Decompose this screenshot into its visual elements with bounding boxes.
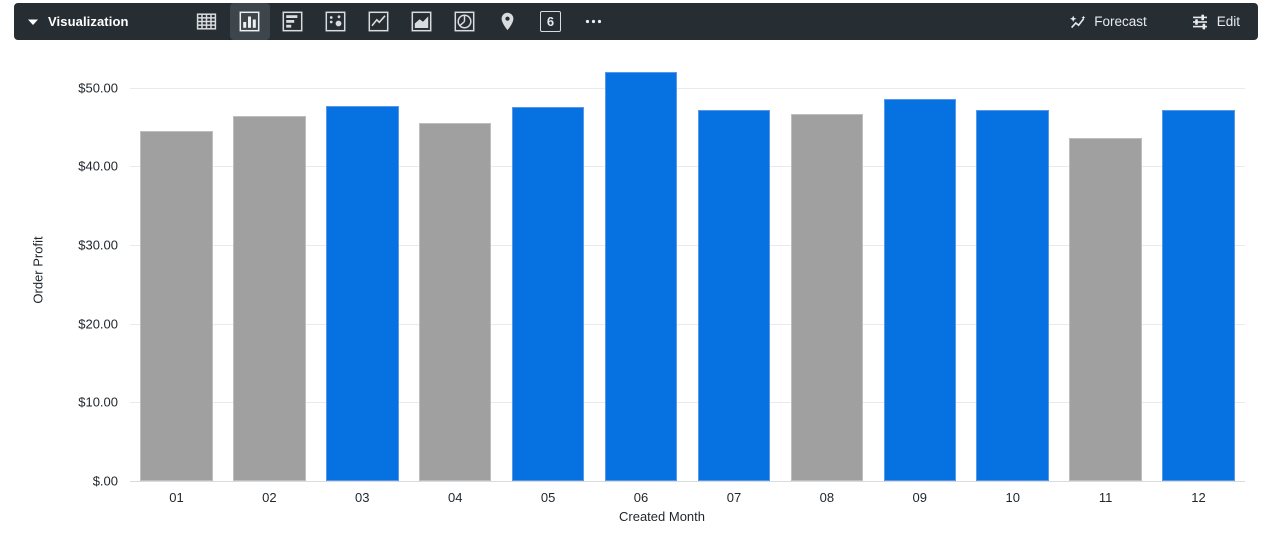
y-tick-label: $.00 [92,473,118,489]
x-tick-label: 08 [819,490,835,505]
bar-month-10[interactable] [976,109,1049,481]
y-tick-label: $20.00 [78,316,118,332]
visualization-section-toggle[interactable]: Visualization [14,3,141,40]
bar-month-09[interactable] [883,99,957,481]
x-tick-label: 02 [262,490,277,505]
edit-button[interactable]: Edit [1191,13,1240,31]
single-value-glyph: 6 [546,14,555,29]
bar-month-11[interactable] [1069,137,1142,481]
viz-type-picker: 6 [187,3,614,40]
forecast-sparkle-icon [1068,13,1086,31]
x-axis-title: Created Month [619,509,705,524]
x-tick-label: 09 [912,490,928,505]
column-chart-icon [239,11,260,32]
viz-type-table-button[interactable] [187,3,227,40]
y-axis-labels: $.00 $10.00 $20.00 $30.00 $40.00 $50.00 [0,60,118,487]
x-tick-label: 04 [447,490,463,505]
bar-month-04[interactable] [418,122,492,481]
viz-type-scatter-button[interactable] [316,3,356,40]
bar-month-05[interactable] [511,107,585,481]
x-tick-label: 11 [1098,490,1113,505]
bar-month-12[interactable] [1162,109,1235,481]
gridline [130,166,1245,168]
x-tick-label: 06 [633,490,649,505]
map-pin-icon [497,11,518,32]
gridline [130,402,1245,404]
visualization-toolbar: Visualization [14,3,1258,40]
y-tick-label: $10.00 [78,394,118,410]
gridline [130,87,1245,89]
gridline [130,244,1245,246]
viz-type-line-button[interactable] [359,3,399,40]
y-tick-label: $30.00 [78,237,118,253]
bar-month-08[interactable] [790,114,864,481]
viz-type-column-button[interactable] [229,3,270,40]
y-tick-label: $50.00 [78,80,118,96]
viz-type-more-button[interactable] [574,3,614,40]
bar-month-01[interactable] [140,130,213,481]
x-tick-label: 07 [726,490,742,505]
viz-type-map-button[interactable] [488,3,528,40]
x-tick-label: 10 [1005,490,1020,505]
bar-month-06[interactable] [604,71,678,481]
more-dots-icon [583,11,604,32]
viz-type-bar-button[interactable] [273,3,313,40]
x-tick-label: 03 [355,490,370,505]
plot-area: 01 02 03 04 05 06 07 08 09 10 11 12 [130,60,1245,504]
x-tick-label: 05 [540,490,556,505]
bar-month-07[interactable] [697,109,771,481]
x-axis-line [130,481,1245,482]
viz-type-pie-button[interactable] [445,3,485,40]
forecast-button[interactable]: Forecast [1068,13,1147,31]
gridline [130,323,1245,325]
forecast-label: Forecast [1094,14,1147,29]
horizontal-bar-chart-icon [282,11,303,32]
edit-label: Edit [1216,14,1240,29]
line-chart-icon [368,11,389,32]
caret-down-icon [27,18,39,26]
visualization-label: Visualization [48,14,129,29]
table-icon [196,11,217,32]
x-tick-label: 01 [169,490,184,505]
area-chart-icon [411,11,432,32]
bar-month-02[interactable] [233,115,306,481]
bar-month-03[interactable] [326,106,399,481]
viz-type-single-value-button[interactable]: 6 [531,3,571,40]
y-tick-label: $40.00 [78,158,118,174]
tune-sliders-icon [1191,13,1209,31]
single-value-icon: 6 [540,11,562,32]
viz-type-area-button[interactable] [402,3,442,40]
x-tick-label: 12 [1191,490,1206,505]
scatter-plot-icon [325,11,346,32]
pie-chart-icon [454,11,475,32]
